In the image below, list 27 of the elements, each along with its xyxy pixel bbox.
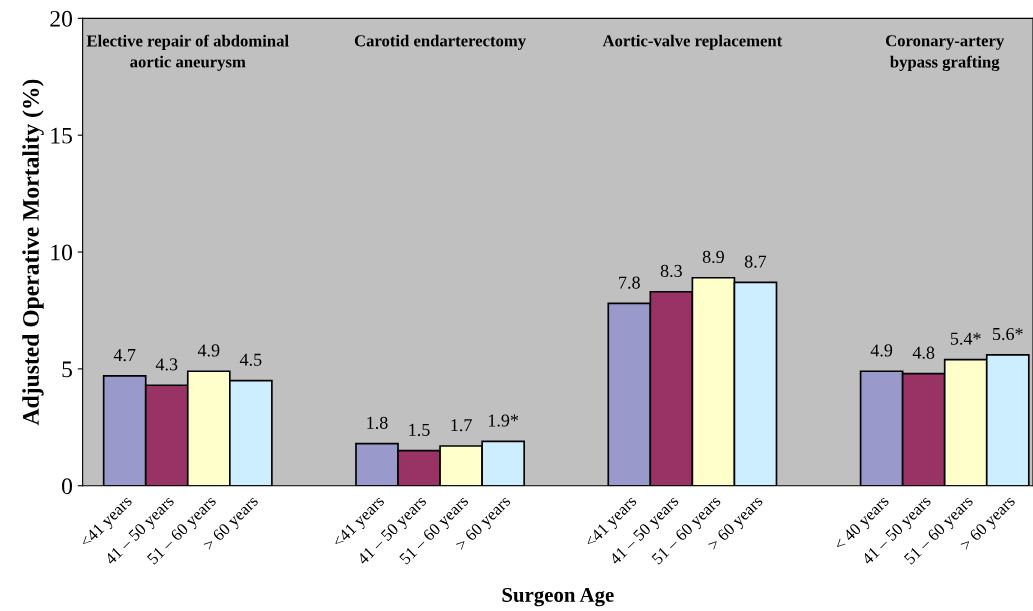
y-tick-label: 0 [62, 478, 73, 495]
data-label: 5.6* [993, 327, 1023, 341]
y-tick-label: 15 [51, 127, 72, 144]
annotation: Carotid endarterectomy [354, 34, 526, 50]
annotation: Aortic-valve replacement [602, 34, 783, 50]
data-label: 8.9 [702, 250, 724, 264]
annotation: Elective repair of abdominal aortic aneurysm [86, 34, 289, 71]
data-label: 4.9 [197, 344, 220, 357]
y-tick-label: 20 [50, 10, 73, 27]
y-tick-label: 5 [62, 361, 72, 378]
data-label: 1.7 [451, 419, 472, 432]
data-label: 1.5 [409, 423, 430, 436]
x-axis-title: Surgeon Age [502, 587, 614, 607]
data-label: 8.7 [744, 255, 767, 268]
data-label: 8.3 [660, 264, 682, 278]
data-label: 4.5 [239, 353, 262, 366]
y-axis-title: Adjusted Operative Mortality (%) [22, 79, 44, 426]
data-label: 4.8 [912, 346, 935, 359]
data-label: 5.4* [950, 332, 981, 345]
data-label: 7.8 [619, 276, 640, 289]
y-tick-label: 10 [51, 244, 73, 261]
data-label: 4.9 [870, 344, 893, 357]
data-label: 1.8 [367, 416, 388, 429]
annotation: Coronary-artery bypass grafting [885, 35, 1005, 72]
data-label: 4.7 [113, 349, 136, 362]
data-label: 1.9* [488, 414, 519, 427]
data-label: 4.3 [155, 358, 178, 371]
